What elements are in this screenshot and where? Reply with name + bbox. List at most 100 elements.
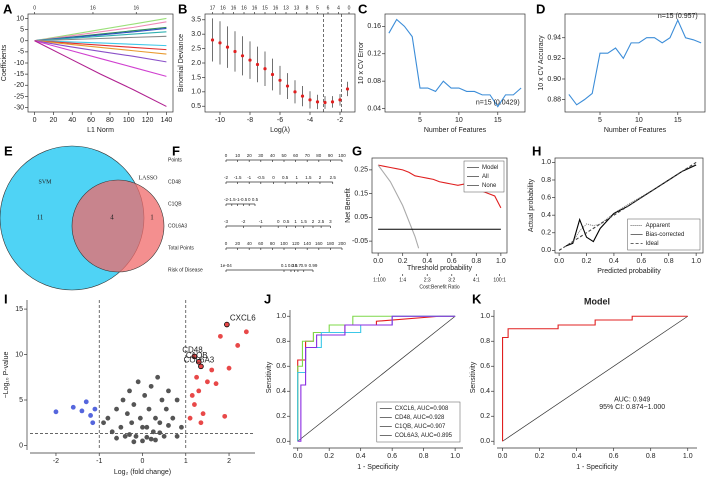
point	[122, 433, 128, 439]
legend-label: CXCL6, AUC=0.908	[395, 406, 449, 412]
legend-label: CD48, AUC=0.928	[395, 415, 445, 421]
top-tick-label: 16	[90, 5, 96, 11]
row-tick-label: 160	[315, 241, 323, 246]
y-tick-label: 0.0	[541, 247, 551, 254]
x-tick-label: -8	[247, 117, 253, 124]
point	[195, 359, 202, 365]
annotation: n=15 (0.957)	[658, 13, 698, 20]
row-tick-label: -1.5	[234, 175, 242, 180]
x-tick-label: 5	[418, 117, 422, 124]
point	[159, 397, 165, 403]
x-axis-label: Number of Features	[604, 127, 667, 134]
point	[131, 439, 137, 445]
point	[133, 433, 139, 439]
plot-frame	[384, 13, 526, 113]
point	[146, 406, 152, 412]
annotation: AUC: 0.949	[614, 397, 650, 404]
series-line	[34, 17, 167, 42]
y-tick-label: 2.0	[191, 60, 201, 67]
x-tick-label: 0.4	[609, 258, 619, 265]
point	[179, 424, 184, 430]
point	[191, 353, 198, 360]
x-axis-label: Log₂ (fold change)	[114, 469, 171, 476]
row-tick-label: 50	[281, 153, 287, 158]
x-tick-label: 120	[142, 117, 154, 124]
point	[308, 98, 312, 102]
panel-letter: B	[178, 1, 187, 16]
row-tick-label: 30	[258, 153, 264, 158]
x-axis-label: Threshold probability	[407, 265, 472, 272]
x-axis-label: 1 - Specificity	[357, 464, 399, 471]
x-tick-label: 1.0	[496, 258, 506, 265]
row-tick-label: 80	[316, 153, 322, 158]
x-tick-label: 10	[635, 117, 643, 124]
y-tick-label: 0.5	[191, 103, 201, 110]
point	[174, 397, 180, 403]
x-tick-label: 0.6	[387, 453, 397, 460]
point	[83, 399, 89, 405]
x-tick-label: 0	[141, 458, 145, 465]
point	[79, 408, 85, 414]
annotation: 95% CI: 0.874−1.000	[599, 404, 665, 411]
x-tick-label: 15	[674, 117, 682, 124]
point	[323, 100, 327, 105]
point	[142, 393, 148, 398]
y-axis-label: Binomial Deviance	[178, 34, 185, 92]
row-tick-label: -3	[224, 219, 228, 224]
point	[270, 72, 275, 77]
point	[150, 429, 156, 435]
x-tick-label: 0	[33, 117, 37, 124]
top-tick-label: 5	[316, 5, 319, 11]
x2-tick-label: 1:4	[399, 277, 406, 283]
row-tick-label: 120	[292, 241, 300, 246]
x-tick-label: 0.8	[664, 258, 674, 265]
row-tick-label: 70	[305, 153, 311, 158]
panel-letter: E	[4, 143, 13, 158]
legend-label: Ideal	[646, 241, 659, 247]
point	[127, 388, 132, 394]
x2-tick-label: 1:100	[373, 277, 386, 283]
x-tick-label: 1.0	[683, 453, 693, 460]
point	[70, 404, 76, 410]
row-tick-label: 80	[270, 241, 276, 246]
legend-label: Apparent	[646, 223, 671, 229]
point	[198, 420, 204, 426]
point	[300, 94, 305, 98]
top-tick-label: 13	[283, 5, 289, 11]
point	[217, 333, 223, 339]
series-line	[34, 40, 167, 47]
point	[263, 67, 267, 71]
x-tick-label: 100	[123, 117, 135, 124]
point	[315, 100, 320, 104]
x-axis-label: Number of Features	[424, 127, 487, 134]
y-tick-label: -20	[14, 82, 24, 89]
legend-label: All	[482, 174, 489, 180]
row-tick-label: 180	[327, 241, 335, 246]
point	[170, 415, 176, 421]
row-tick-label: 2.5	[318, 219, 325, 224]
point	[161, 433, 167, 439]
row-tick-label: 90	[328, 153, 334, 158]
point-label: CD48	[182, 345, 203, 354]
x2-axis-label: Cost:Benefit Ratio	[419, 284, 460, 290]
series-line	[34, 40, 167, 107]
point	[92, 406, 98, 412]
row-label: COL6A3	[168, 223, 187, 229]
y-tick-label: 0.6	[276, 363, 286, 370]
row-label: C1QB	[168, 201, 182, 207]
x-tick-label: 0.2	[324, 453, 334, 460]
point	[131, 402, 137, 407]
y-tick-label: 0.08	[367, 78, 381, 85]
point	[225, 45, 230, 49]
x-axis-label: Predicted probability	[597, 268, 661, 275]
x-tick-label: 0.6	[636, 258, 646, 265]
x2-tick-label: 2:3	[424, 277, 431, 283]
x-tick-label: 0.6	[609, 453, 619, 460]
x-tick-label: -6	[277, 117, 283, 124]
y-tick-label: 0.2	[276, 413, 286, 420]
legend-label: Bias-corrected	[646, 232, 685, 238]
x-tick-label: 0.8	[646, 453, 656, 460]
row-tick-label: -1	[247, 175, 251, 180]
x2-tick-label: 3:2	[448, 277, 455, 283]
series-line	[34, 35, 167, 42]
